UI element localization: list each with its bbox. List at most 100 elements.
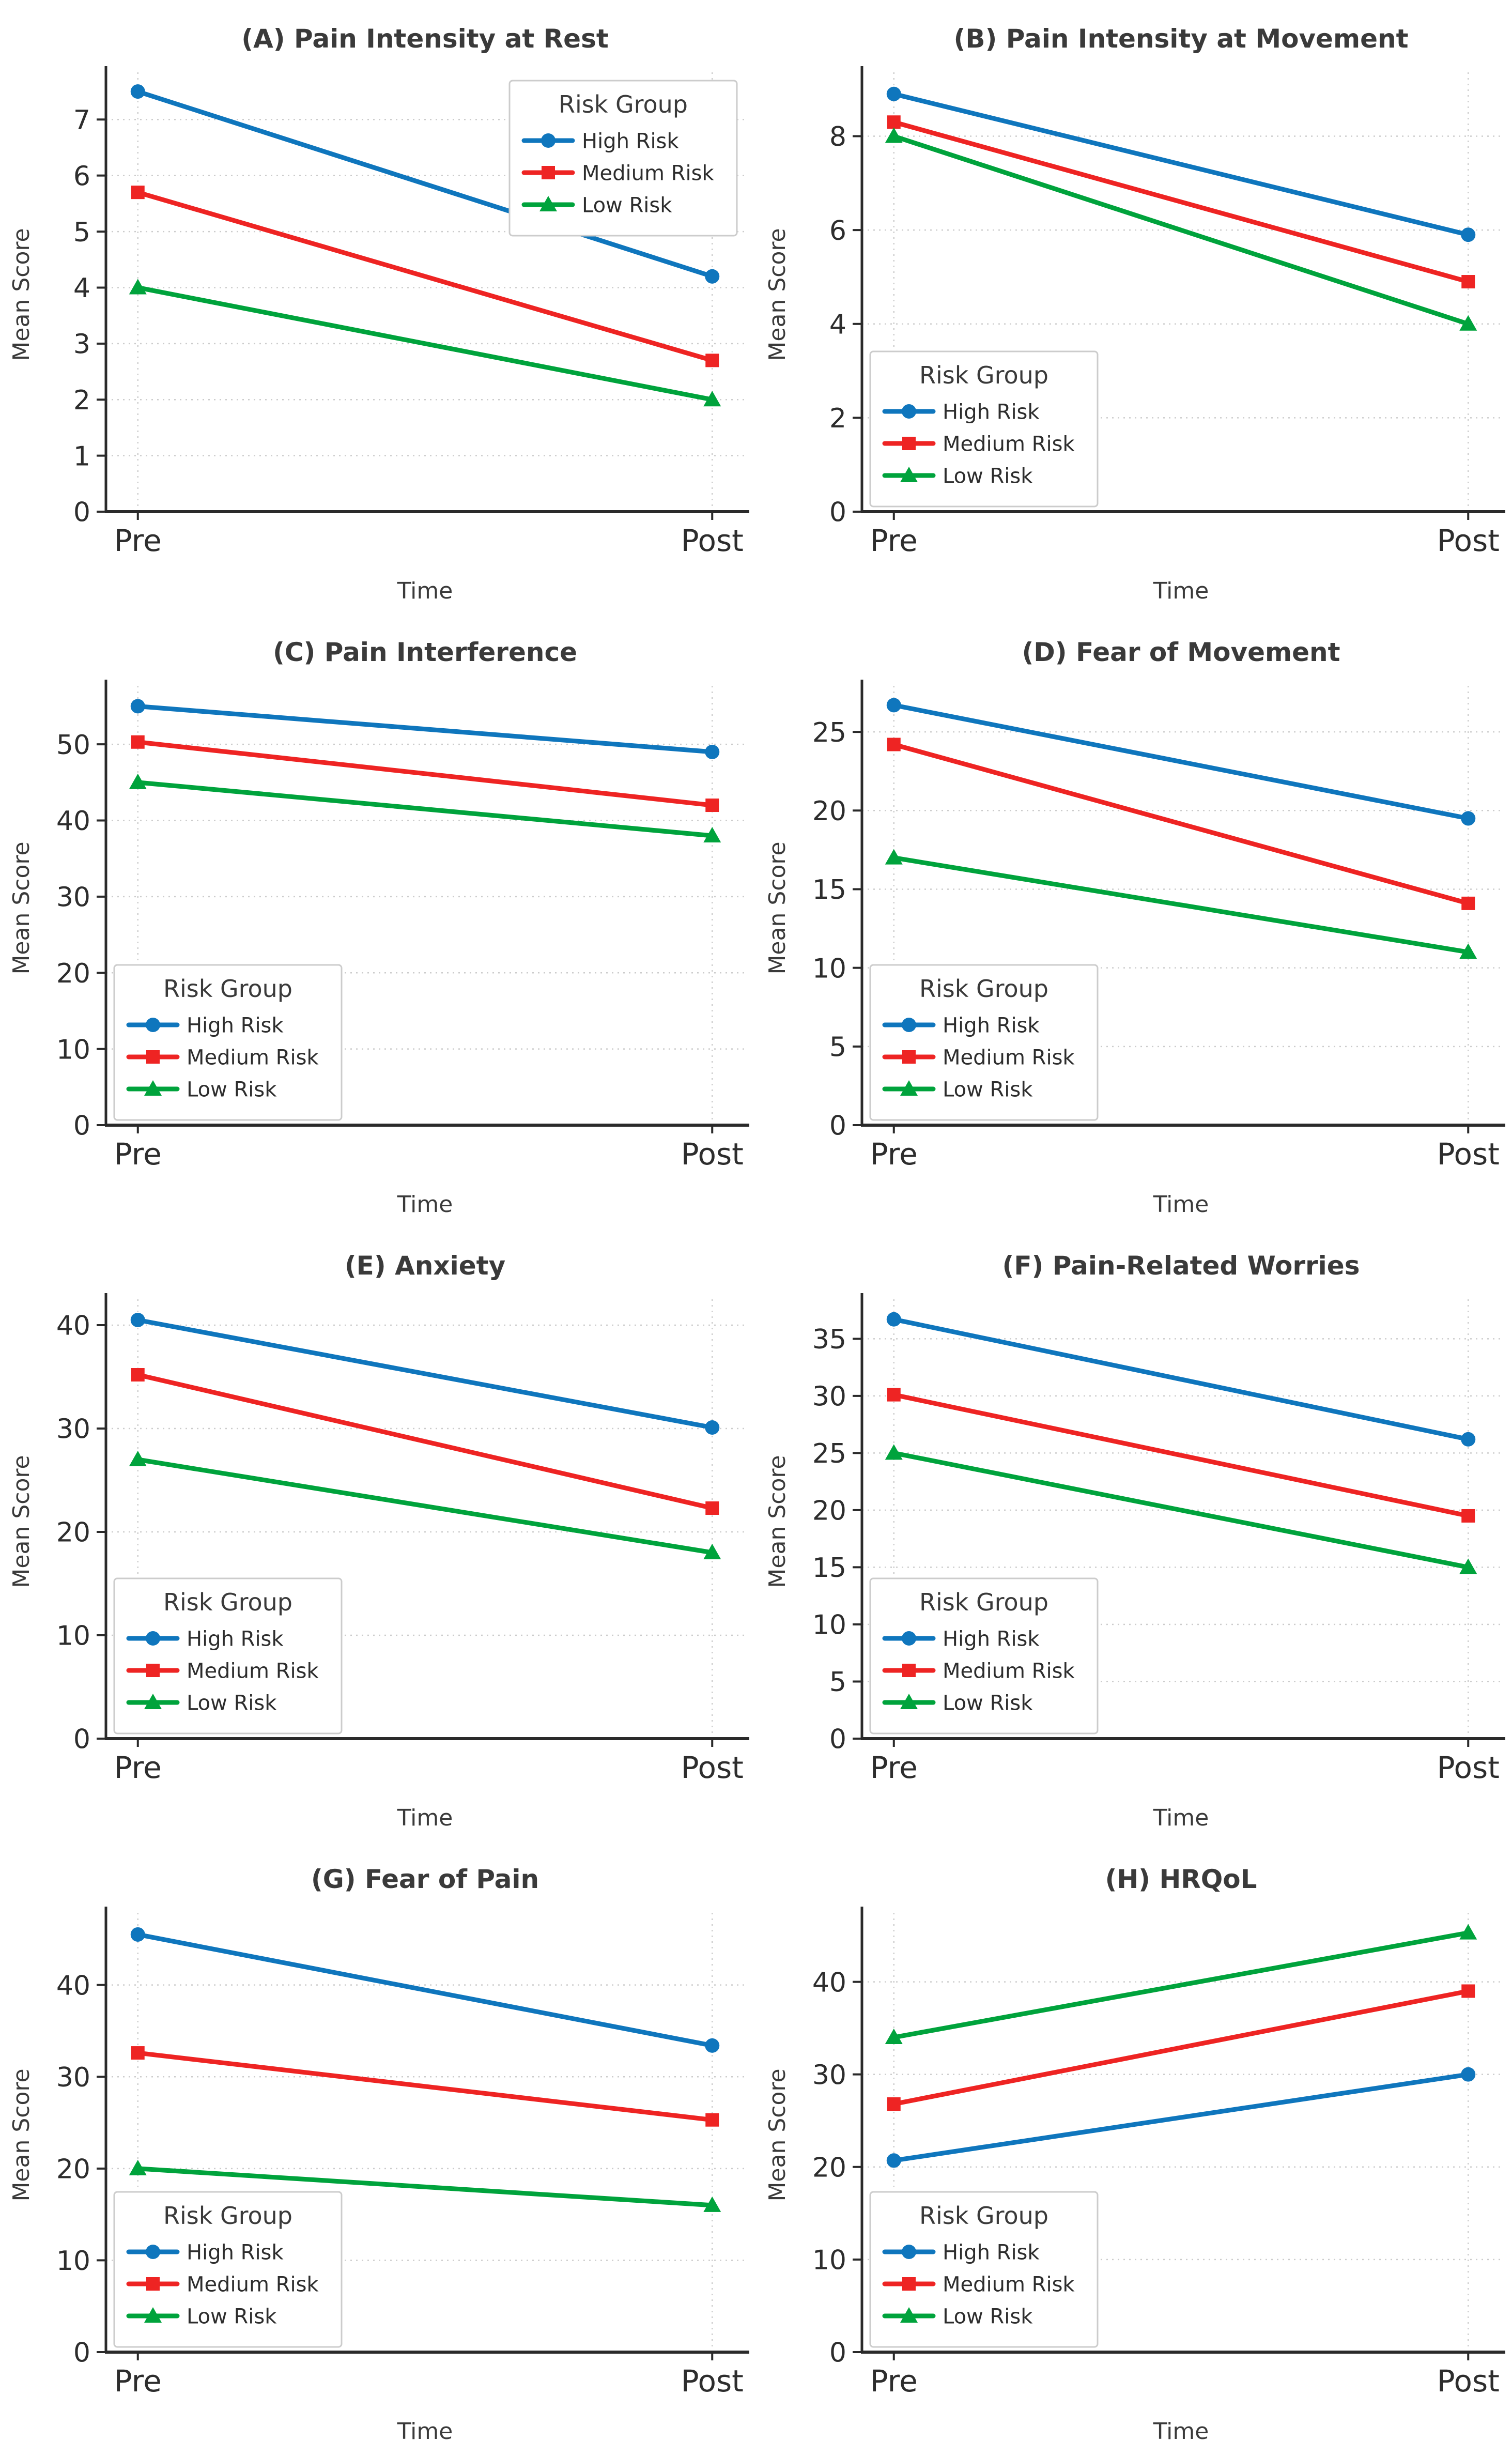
svg-text:Post: Post — [1437, 2363, 1500, 2399]
legend-box — [869, 2191, 1099, 2348]
legend-medium-risk-marker — [902, 1664, 916, 1677]
low-risk-line — [135, 285, 715, 402]
legend-low-risk-label: Low Risk — [187, 2305, 277, 2328]
legend-medium-risk-marker — [902, 1050, 916, 1064]
svg-text:3: 3 — [73, 329, 90, 360]
y-axis-ticks: 0 10 20 30 40 — [812, 1967, 862, 2369]
medium-risk-series — [131, 735, 719, 812]
low-risk-marker-post — [703, 2196, 721, 2212]
low-risk-marker-pre — [129, 1451, 147, 1466]
low-risk-marker-post — [1459, 315, 1477, 331]
high-risk-marker-pre — [130, 699, 145, 714]
high-risk-series — [886, 1312, 1476, 1447]
svg-text:20: 20 — [56, 2154, 90, 2185]
legend: Risk Group High Risk Medium Risk Low Risk — [113, 2191, 343, 2348]
medium-risk-line — [135, 2050, 715, 2123]
medium-risk-series — [131, 1368, 719, 1515]
y-axis-ticks: 0 5 10 15 20 25 — [812, 717, 862, 1142]
svg-text:5: 5 — [829, 1032, 846, 1063]
svg-text:2: 2 — [73, 385, 90, 416]
svg-text:0: 0 — [829, 2338, 846, 2369]
medium-risk-marker-pre — [887, 1388, 901, 1402]
panel-background — [0, 1227, 756, 1840]
svg-text:Post: Post — [681, 523, 744, 558]
high-risk-line — [891, 1317, 1471, 1442]
low-risk-line — [135, 2166, 715, 2208]
low-risk-marker-pre — [885, 849, 903, 865]
svg-text:Post: Post — [1437, 1137, 1500, 1172]
panel-g-title: (G) Fear of Pain — [311, 1864, 539, 1894]
legend-medium-risk-marker — [146, 2277, 160, 2291]
svg-text:50: 50 — [56, 730, 90, 761]
legend-medium-risk-label: Medium Risk — [943, 1659, 1075, 1683]
high-risk-marker-pre — [886, 1312, 901, 1327]
low-risk-line — [135, 1457, 715, 1555]
panel-background — [756, 0, 1512, 613]
legend: Risk Group High Risk Medium Risk Low Risk — [869, 1577, 1099, 1734]
high-risk-series — [886, 2067, 1476, 2168]
x-axis-label: Time — [397, 2418, 453, 2445]
high-risk-marker-pre — [886, 86, 901, 101]
svg-text:15: 15 — [812, 874, 846, 905]
high-risk-marker-pre — [886, 698, 901, 713]
medium-risk-marker-post — [705, 1501, 719, 1515]
legend: Risk Group High Risk Medium Risk Low Risk — [869, 350, 1099, 508]
legend-low-risk-marker — [900, 2307, 918, 2323]
low-risk-marker-pre — [885, 2029, 903, 2045]
legend: Risk Group High Risk Medium Risk Low Risk — [508, 80, 738, 237]
y-axis-ticks: 0 1 2 3 4 5 6 7 — [73, 105, 106, 528]
medium-risk-line — [135, 740, 715, 808]
medium-risk-series — [887, 115, 1475, 289]
high-risk-line — [891, 2072, 1471, 2163]
x-axis-label: Time — [1153, 2418, 1209, 2445]
svg-text:6: 6 — [829, 216, 846, 247]
low-risk-line — [891, 134, 1471, 327]
svg-text:10: 10 — [56, 2246, 90, 2277]
svg-text:Post: Post — [1437, 523, 1500, 558]
panel-background — [756, 613, 1512, 1227]
legend-low-risk-label: Low Risk — [582, 193, 672, 217]
x-axis-ticks: Pre Post — [114, 1739, 744, 1785]
panel-e-chart: 0 10 20 30 40 Pre Post Time Mean Score (E) Anxiet… — [0, 1227, 756, 1840]
svg-text:Pre: Pre — [114, 523, 162, 558]
low-risk-marker-pre — [885, 1444, 903, 1460]
high-risk-series — [130, 84, 720, 284]
y-axis-label: Mean Score — [8, 841, 35, 974]
svg-text:0: 0 — [73, 1111, 90, 1142]
x-axis-ticks: Pre Post — [114, 512, 744, 558]
legend-medium-risk-marker — [146, 1050, 160, 1064]
high-risk-line — [135, 89, 715, 279]
panel-h-chart: 0 10 20 30 40 Pre Post Time Mean Score (H) HRQoL R… — [756, 1840, 1512, 2454]
legend-high-risk-marker — [146, 1018, 160, 1032]
svg-text:10: 10 — [56, 1621, 90, 1652]
svg-text:40: 40 — [56, 1970, 90, 2001]
legend-title: Risk Group — [163, 975, 292, 1003]
x-axis-label: Time — [397, 578, 453, 604]
svg-text:20: 20 — [812, 1496, 846, 1527]
legend-high-risk-marker — [146, 2245, 160, 2259]
y-axis-label: Mean Score — [764, 228, 791, 361]
svg-text:8: 8 — [829, 121, 846, 152]
low-risk-marker-post — [1459, 1924, 1477, 1940]
y-axis-ticks: 0 5 10 15 20 25 30 35 — [812, 1324, 862, 1755]
medium-risk-marker-post — [1461, 1984, 1475, 1998]
legend: Risk Group High Risk Medium Risk Low Risk — [869, 964, 1099, 1121]
medium-risk-series — [887, 738, 1475, 910]
x-axis-ticks: Pre Post — [870, 1125, 1500, 1172]
panel-a-chart: 0 1 2 3 4 5 6 7 Pre Post Time Mean Score (A) Pain In… — [0, 0, 756, 613]
legend-title: Risk Group — [919, 2202, 1048, 2230]
high-risk-marker-post — [1461, 1432, 1476, 1447]
svg-text:Pre: Pre — [114, 1750, 162, 1785]
legend-box — [113, 964, 343, 1121]
y-axis-label: Mean Score — [764, 1455, 791, 1588]
x-axis-label: Time — [397, 1805, 453, 1831]
medium-risk-marker-pre — [131, 186, 145, 199]
svg-text:40: 40 — [812, 1967, 846, 1998]
panel-h: 0 10 20 30 40 Pre Post Time Mean Score (H) HRQoL R… — [756, 1840, 1512, 2454]
gridlines — [106, 1299, 744, 1739]
panel-f-chart: 0 5 10 15 20 25 30 35 Pre Post Time Mean Score (F) P… — [756, 1227, 1512, 1840]
low-risk-marker-pre — [129, 279, 147, 295]
x-axis-label: Time — [1153, 1805, 1209, 1831]
svg-text:30: 30 — [812, 2060, 846, 2091]
svg-text:Post: Post — [681, 2363, 744, 2399]
